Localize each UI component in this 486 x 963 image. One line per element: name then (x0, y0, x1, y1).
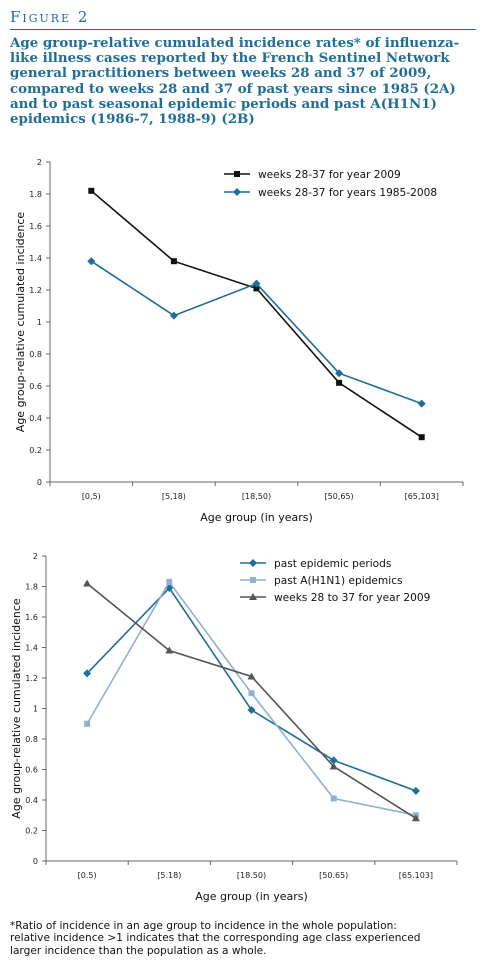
y-tick-label: 1 (33, 705, 38, 714)
y-tick-label: 1.2 (25, 674, 38, 683)
data-point (252, 279, 261, 288)
x-tick-label: [0.5) (78, 871, 97, 880)
y-tick-label: 0.8 (29, 350, 42, 359)
y-tick-label: 1 (37, 318, 42, 327)
y-tick-label: 1.2 (29, 286, 42, 295)
data-point (329, 756, 338, 765)
figure-header: Figure 2 Age group-relative cumulated in… (10, 8, 480, 127)
y-tick-label: 0.6 (25, 766, 38, 775)
x-tick-label: [0,5) (82, 492, 101, 501)
y-axis-label: Age group-relative cumulated incidence (10, 598, 23, 819)
footnote-line: larger incidence than the population as … (10, 944, 267, 957)
data-point (330, 795, 337, 802)
y-tick-label: 1.8 (29, 190, 42, 199)
data-point (83, 669, 92, 678)
data-point (234, 171, 240, 177)
y-tick-label: 2 (37, 158, 42, 167)
data-point (247, 706, 256, 715)
data-point (88, 187, 95, 194)
y-tick-label: 1.6 (25, 613, 38, 622)
data-point (169, 311, 178, 320)
x-tick-label: [5.18) (157, 871, 181, 880)
data-point (249, 593, 257, 600)
series-line (86, 582, 417, 819)
legend-label: weeks 28-37 for year 2009 (258, 169, 401, 181)
x-tick-label: [18,50) (242, 492, 271, 501)
y-tick-label: 1.8 (25, 583, 38, 592)
y-tick-label: 0.8 (25, 735, 38, 744)
footnote-line: *Ratio of incidence in an age group to i… (10, 920, 397, 932)
legend-label: past epidemic periods (274, 558, 391, 570)
y-tick-label: 1.4 (25, 644, 38, 653)
data-point (247, 672, 256, 680)
y-axis-label: Age group-relative cumulated incidence (14, 212, 27, 433)
chart-2a: 0 0.2 0.4 0.6 0.8 1 1.2 1.4 1.6 1.8 2 [0,5) [5,18) [1… (14, 158, 464, 524)
y-tick-label: 1.6 (29, 222, 42, 231)
data-point (411, 814, 420, 822)
data-point (170, 258, 177, 265)
y-tick-label: 0.6 (29, 382, 42, 391)
y-tick-label: 2 (33, 552, 38, 561)
data-point (411, 786, 420, 795)
data-point (165, 646, 174, 654)
y-tick-label: 0.4 (25, 796, 38, 805)
y-tick-label: 1.4 (29, 254, 42, 263)
y-tick-label: 0.4 (29, 414, 42, 423)
series-line (86, 580, 417, 817)
y-tick-label: 0.2 (25, 827, 38, 836)
data-point (233, 188, 241, 196)
data-point (83, 579, 92, 587)
data-point (335, 369, 344, 378)
footnote-text: *Ratio of incidence in an age group to i… (10, 920, 480, 957)
data-point (249, 559, 257, 567)
x-tick-label: [18.50) (237, 871, 266, 880)
data-point (250, 577, 256, 583)
figure-footnote: *Ratio of incidence in an age group to i… (10, 920, 480, 957)
x-axis-label: Age group (in years) (200, 511, 313, 524)
x-tick-label: [5,18) (162, 492, 186, 501)
data-point (336, 379, 343, 386)
data-point (248, 690, 255, 697)
figure-label: Figure 2 (10, 8, 90, 26)
x-tick-label: [65,103] (405, 492, 439, 501)
data-point (166, 578, 173, 585)
legend-label: weeks 28 to 37 for year 2009 (274, 592, 430, 604)
data-point (418, 434, 425, 441)
figure-rule (10, 29, 476, 30)
data-point (253, 285, 260, 292)
data-point (329, 762, 338, 770)
x-tick-label: [50,65) (325, 492, 354, 501)
y-tick-label: 0 (37, 478, 42, 487)
x-tick-label: [65.103] (399, 871, 433, 880)
y-tick-label: 0 (33, 857, 38, 866)
x-tick-label: [50.65) (319, 871, 348, 880)
data-point (87, 257, 96, 266)
series-line (90, 190, 423, 438)
data-point (417, 399, 426, 408)
x-axis-label: Age group (in years) (195, 890, 308, 903)
chart-2b: 0 0.2 0.4 0.6 0.8 1 1.2 1.4 1.6 1.8 2 [0.5) [5.18) [1… (10, 552, 458, 903)
legend-label: past A(H1N1) epidemics (274, 575, 403, 587)
y-tick-label: 0.2 (29, 446, 42, 455)
figure-title: Age group-relative cumulated incidence r… (10, 35, 460, 128)
legend-label: weeks 28-37 for years 1985-2008 (258, 187, 437, 199)
data-point (84, 720, 91, 727)
footnote-line: relative incidence >1 indicates that the… (10, 932, 421, 945)
series-line (86, 586, 417, 792)
